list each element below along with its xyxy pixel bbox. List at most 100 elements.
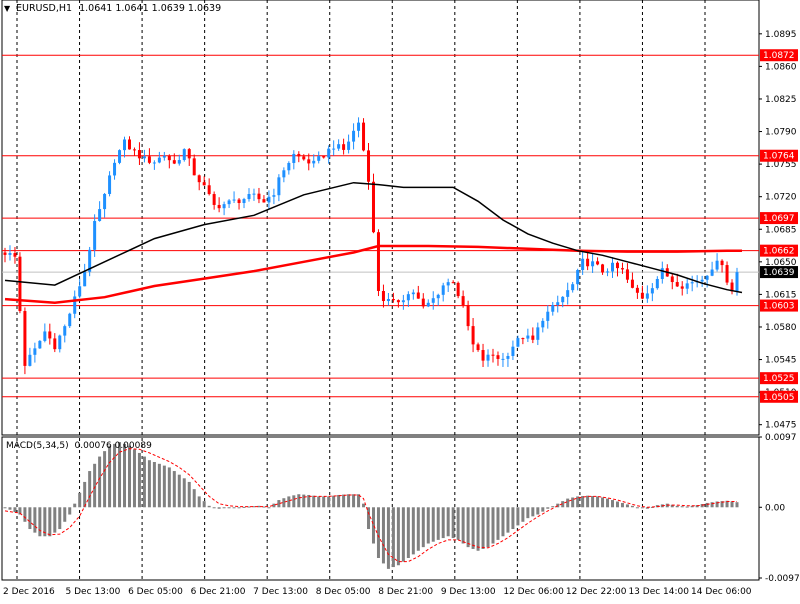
macd-bar [182,478,186,508]
macd-bar [386,507,390,569]
macd-bar [177,474,181,508]
macd-bar [252,506,256,508]
macd-bar [690,505,694,508]
x-tick-label: 5 Dec 13:00 [66,587,121,597]
candle-body [342,144,346,150]
macd-bar [207,505,211,508]
candle-body [481,350,485,361]
candle-body [446,282,450,286]
candle-body [516,338,520,347]
candle-body [352,130,356,142]
macd-bar [715,501,719,508]
candle-body [571,284,575,291]
candle-body [660,268,664,279]
candle-body [476,344,480,351]
candle-body [28,354,32,366]
macd-bar [317,496,321,508]
macd-bar [381,507,385,564]
macd-bar [157,463,161,508]
macd-bar [516,507,520,526]
macd-bar [566,498,570,508]
candle-body [192,158,196,176]
candle-body [8,253,12,255]
candle-body [411,292,415,295]
candle-body [596,261,600,265]
x-tick-label: 8 Dec 05:00 [316,587,371,597]
y-tick-label: 1.0650 [765,258,797,268]
candle-body [401,300,405,303]
candle-body [272,195,276,197]
macd-bar [675,505,679,508]
candle-body [546,311,550,321]
candle-body [735,272,739,292]
candle-body [511,346,515,357]
macd-bar [312,495,316,508]
candle-body [625,269,629,280]
macd-bar [506,507,510,533]
candle-body [367,150,371,182]
candle-body [262,199,266,203]
candle-body [332,148,336,150]
candle-body [93,220,97,250]
candle-body [68,313,72,327]
candle-body [312,160,316,164]
macd-bar [496,507,500,540]
candle-body [581,258,585,271]
candle-body [611,262,615,272]
candle-body [416,292,420,299]
macd-bar [73,503,77,508]
macd-bar [362,503,366,508]
macd-bar [476,507,480,551]
candle-body [451,282,455,284]
level-label: 1.0525 [763,374,795,384]
candle-body [730,282,734,292]
candle-body [501,358,505,360]
candle-body [521,338,525,340]
macd-bar [486,507,490,548]
macd-bar [436,507,440,540]
macd-bar [123,443,127,508]
macd-bar [611,500,615,508]
macd-bar [242,506,246,508]
macd-bar [596,496,600,508]
chevron-down-icon[interactable]: ▼ [4,4,11,13]
macd-bar [730,501,734,508]
macd-bar [396,507,400,566]
candle-body [152,162,156,164]
macd-bar [531,507,535,517]
candle-body [635,287,639,293]
candle-body [566,290,570,297]
candle-body [700,279,704,282]
candle-body [177,160,181,164]
candle-body [391,299,395,301]
macd-bar [202,501,206,508]
ma-fast-line [4,181,743,294]
macd-bar [297,494,301,508]
candle-body [127,139,131,150]
candle-body [357,122,361,131]
candle-body [496,355,500,359]
candle-body [466,305,470,327]
candle-body [406,294,410,301]
candle-body [670,276,674,283]
current-price-bg [760,266,798,279]
candle-body [252,193,256,195]
macd-bar [212,507,216,509]
candle-body [147,156,151,163]
y-tick-label: 1.0895 [765,30,797,40]
candle-body [317,156,321,161]
candle-body [277,177,281,196]
macd-bar [302,494,306,508]
candle-body [601,264,605,273]
candle-body [132,149,136,151]
ohlc-label: 1.0641 1.0641 1.0639 1.0639 [79,3,222,14]
candle-body [197,175,201,183]
y-tick-label: 1.0720 [765,193,797,203]
macd-bar [710,502,714,508]
macd-bar [93,463,97,508]
macd-header: MACD(5,34,5) 0.00076 0.00089 [6,441,152,451]
candle-body [137,150,141,159]
candle-body [73,296,77,314]
level-label-bg [760,390,798,403]
